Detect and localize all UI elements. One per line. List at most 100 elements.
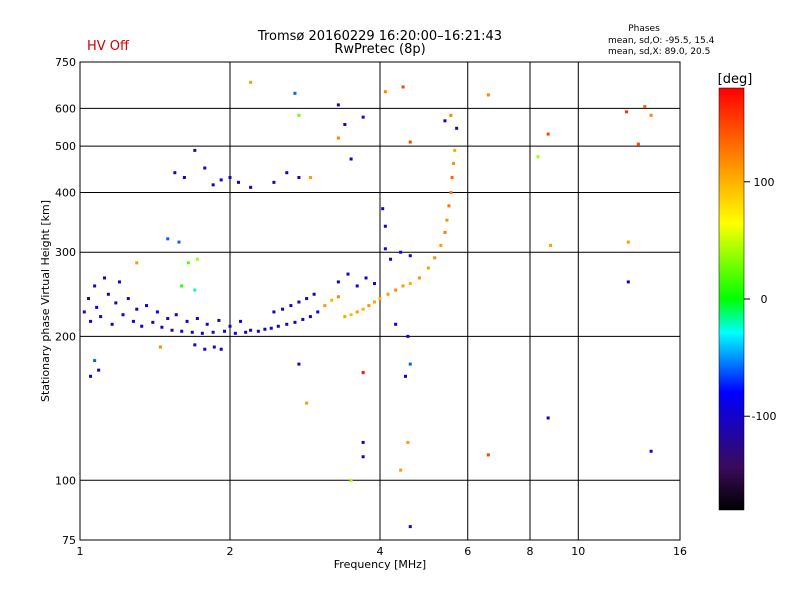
echo-point bbox=[394, 288, 398, 292]
echo-point bbox=[272, 180, 276, 184]
echo-point bbox=[297, 300, 301, 304]
echo-point bbox=[349, 478, 353, 482]
echo-point bbox=[401, 284, 405, 288]
echo-point bbox=[346, 272, 350, 276]
echo-point bbox=[330, 298, 334, 302]
y-axis-ticks: 75 100 200 300 400 500 600 750 bbox=[55, 56, 76, 547]
y-tick-label: 400 bbox=[55, 186, 76, 199]
echo-point bbox=[293, 320, 297, 324]
echo-point bbox=[212, 345, 216, 349]
echo-point bbox=[276, 324, 280, 328]
echo-point bbox=[626, 240, 630, 244]
echo-point bbox=[82, 310, 86, 314]
echo-point bbox=[166, 237, 170, 241]
echo-point bbox=[93, 359, 97, 363]
echo-point bbox=[289, 304, 293, 308]
echo-point bbox=[636, 142, 640, 146]
x-axis-label: Frequency [MHz] bbox=[334, 558, 426, 571]
echo-point bbox=[453, 148, 457, 152]
echo-point bbox=[145, 304, 149, 308]
echo-point bbox=[217, 318, 221, 322]
echo-point bbox=[195, 257, 199, 261]
echo-point bbox=[140, 324, 144, 328]
echo-point bbox=[177, 240, 181, 244]
echo-point bbox=[305, 401, 309, 405]
echo-point bbox=[114, 301, 118, 305]
echo-point bbox=[408, 362, 412, 366]
echo-point bbox=[97, 368, 101, 372]
echo-point bbox=[401, 85, 405, 89]
echo-point bbox=[121, 313, 125, 317]
echo-point bbox=[383, 90, 387, 94]
colorbar-ticks: 100 0 -100 bbox=[744, 176, 776, 423]
echo-point bbox=[297, 113, 301, 117]
chart-title: Tromsø 20160229 16:20:00–16:21:43 bbox=[257, 29, 502, 44]
echo-point bbox=[336, 295, 340, 299]
echo-point bbox=[200, 331, 204, 335]
echo-points bbox=[82, 80, 653, 529]
echo-point bbox=[447, 204, 451, 208]
echo-point bbox=[408, 254, 412, 258]
echo-point bbox=[269, 326, 273, 330]
echo-point bbox=[106, 292, 110, 296]
echo-point bbox=[381, 207, 385, 211]
echo-point bbox=[433, 256, 437, 260]
echo-point bbox=[301, 317, 305, 321]
echo-point bbox=[649, 449, 653, 453]
echo-point bbox=[426, 266, 430, 270]
echo-point bbox=[408, 140, 412, 144]
echo-point bbox=[93, 284, 97, 288]
echo-point bbox=[239, 319, 243, 323]
echo-point bbox=[406, 334, 410, 338]
y-tick-label: 600 bbox=[55, 102, 76, 115]
echo-point bbox=[536, 155, 540, 159]
echo-point bbox=[546, 132, 550, 136]
echo-point bbox=[193, 343, 197, 347]
echo-point bbox=[336, 136, 340, 140]
y-tick-label: 200 bbox=[55, 330, 76, 343]
echo-point bbox=[195, 316, 199, 320]
echo-point bbox=[649, 113, 653, 117]
echo-point bbox=[281, 307, 285, 311]
echo-point bbox=[151, 320, 155, 324]
echo-point bbox=[449, 190, 453, 194]
phase-colorbar bbox=[718, 87, 745, 511]
echo-point bbox=[367, 304, 371, 308]
echo-point bbox=[417, 276, 421, 280]
echo-point bbox=[285, 322, 289, 326]
echo-point bbox=[297, 175, 301, 179]
y-tick-label: 750 bbox=[55, 56, 76, 69]
echo-point bbox=[256, 329, 260, 333]
echo-point bbox=[205, 322, 209, 326]
echo-point bbox=[211, 183, 215, 187]
echo-point bbox=[394, 322, 398, 326]
echo-point bbox=[361, 455, 365, 459]
echo-point bbox=[406, 440, 410, 444]
echo-point bbox=[486, 453, 490, 457]
echo-point bbox=[349, 313, 353, 317]
y-axis-label: Stationary phase Virtual Height [km] bbox=[39, 200, 52, 402]
echo-point bbox=[103, 276, 107, 280]
echo-point bbox=[383, 224, 387, 228]
x-tick-label: 6 bbox=[464, 545, 471, 558]
echo-point bbox=[193, 288, 197, 292]
echo-point bbox=[131, 319, 135, 323]
echo-point bbox=[312, 292, 316, 296]
echo-point bbox=[355, 310, 359, 314]
y-tick-label: 75 bbox=[62, 534, 76, 547]
echo-point bbox=[249, 328, 253, 332]
colorbar-tick-label: -100 bbox=[752, 410, 777, 423]
echo-point bbox=[355, 284, 359, 288]
echo-point bbox=[316, 310, 320, 314]
echo-point bbox=[126, 297, 130, 301]
echo-point bbox=[336, 280, 340, 284]
echo-point bbox=[323, 304, 327, 308]
echo-point bbox=[158, 345, 162, 349]
hv-status: HV Off bbox=[87, 39, 130, 54]
echo-point bbox=[343, 123, 347, 127]
echo-point bbox=[408, 282, 412, 286]
echo-point bbox=[228, 324, 232, 328]
echo-point bbox=[625, 110, 629, 114]
echo-point bbox=[182, 175, 186, 179]
